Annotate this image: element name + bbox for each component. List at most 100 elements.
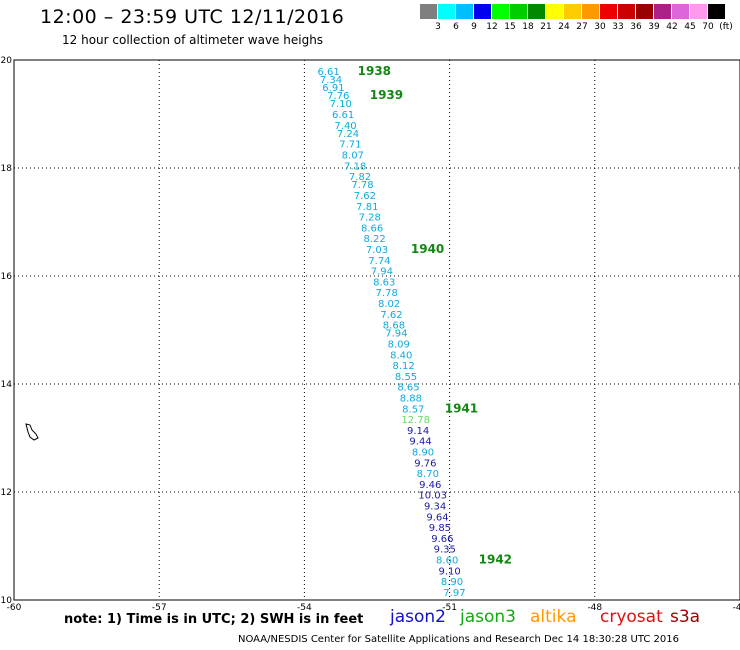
color-swatch-label: 18 xyxy=(522,22,534,32)
wave-height-label: 9.44 xyxy=(409,437,431,448)
wave-height-label: 8.90 xyxy=(412,448,434,459)
color-swatch-label: 21 xyxy=(540,22,552,32)
chart-title: 12:00 – 23:59 UTC 12/11/2016 xyxy=(40,6,345,28)
color-swatch-label: 45 xyxy=(684,22,696,32)
wave-height-label: 8.63 xyxy=(373,277,395,288)
credit-line: NOAA/NESDIS Center for Satellite Applica… xyxy=(238,634,680,645)
wave-height-label: 6.61 xyxy=(317,67,339,78)
wave-height-label: 6.61 xyxy=(332,110,354,121)
lat-tick-label: 20 xyxy=(1,56,13,66)
wave-height-label: 8.09 xyxy=(388,340,410,351)
satellite-jason3: jason3 xyxy=(460,607,516,627)
wave-height-label: 8.68 xyxy=(383,321,405,332)
color-swatch xyxy=(636,4,654,19)
cycle-labels: 1938 1939 1940 1941 1942 xyxy=(358,64,512,567)
wave-height-label: 8.60 xyxy=(436,556,458,567)
wave-height-label: 7.62 xyxy=(354,191,376,202)
wave-height-label: 6.91 xyxy=(322,83,344,94)
wave-height-label: 7.81 xyxy=(356,202,378,213)
cycle-label: 1938 xyxy=(358,64,391,78)
lat-tick-label: 10 xyxy=(1,596,13,606)
footnote: note: 1) Time is in UTC; 2) SWH is in fe… xyxy=(64,612,364,627)
wave-height-label: 7.28 xyxy=(359,213,381,224)
wave-height-label: 9.35 xyxy=(434,545,456,556)
map-frame xyxy=(13,59,740,601)
cycle-label: 1942 xyxy=(479,553,512,567)
wave-height-label: 10.03 xyxy=(418,491,447,502)
wave-height-label: 9.46 xyxy=(419,480,441,491)
color-swatch-label: 3 xyxy=(435,22,441,32)
wave-height-label: 9.76 xyxy=(414,458,436,469)
lon-tick-label: -45 xyxy=(733,603,740,613)
map-grid xyxy=(14,60,740,600)
color-swatch-label: 12 xyxy=(486,22,498,32)
color-swatch xyxy=(690,4,708,19)
wave-height-label: 7.71 xyxy=(339,140,361,151)
color-swatch xyxy=(438,4,456,19)
color-swatch xyxy=(564,4,582,19)
wave-height-label: 8.40 xyxy=(390,350,412,361)
lon-tick-label: -51 xyxy=(442,603,457,613)
lat-tick-label: 12 xyxy=(1,488,12,498)
wave-height-label: 8.55 xyxy=(395,372,417,383)
wave-height-label: 8.07 xyxy=(342,151,364,162)
lon-tick-label: -54 xyxy=(297,603,312,613)
island-outline xyxy=(25,423,39,441)
cycle-label: 1941 xyxy=(445,401,478,415)
wave-height-label: 7.10 xyxy=(330,99,352,110)
cycle-label: 1940 xyxy=(411,242,444,256)
color-swatch-label: 6 xyxy=(453,22,459,32)
wave-height-label: 8.66 xyxy=(361,223,383,234)
lat-tick-label: 16 xyxy=(1,272,13,282)
color-swatch xyxy=(582,4,600,19)
wave-height-label: 7.18 xyxy=(344,161,366,172)
wave-height-label: 8.12 xyxy=(392,361,414,372)
wave-height-label: 7.97 xyxy=(443,588,465,599)
wave-height-label: 8.88 xyxy=(400,394,422,405)
color-swatch xyxy=(600,4,618,19)
satellite-cryosat: cryosat xyxy=(600,607,663,627)
wave-height-label: 8.22 xyxy=(363,234,385,245)
wave-height-label: 7.76 xyxy=(327,91,349,102)
wave-height-label: 7.78 xyxy=(376,288,398,299)
wave-height-label: 8.57 xyxy=(402,404,424,415)
wave-height-label: 7.03 xyxy=(366,245,388,256)
color-swatch xyxy=(510,4,528,19)
wave-height-label: 7.94 xyxy=(371,267,393,278)
wave-height-label: 8.02 xyxy=(378,299,400,310)
wave-height-label: 7.82 xyxy=(349,172,371,183)
color-swatch xyxy=(546,4,564,19)
wave-height-label: 9.85 xyxy=(429,523,451,534)
wave-height-label: 7.74 xyxy=(368,256,390,267)
color-swatch-label: 9 xyxy=(471,22,477,32)
wave-height-label: 9.64 xyxy=(426,512,448,523)
color-swatch-label: 70 xyxy=(702,22,714,32)
satellite-altika: altika xyxy=(530,607,577,627)
color-swatch xyxy=(420,4,438,19)
wave-height-values: 6.617.346.917.767.106.617.407.247.718.07… xyxy=(317,67,465,599)
color-swatch xyxy=(474,4,492,19)
wave-height-label: 7.62 xyxy=(380,310,402,321)
color-swatch xyxy=(618,4,636,19)
color-swatch-label: 27 xyxy=(576,22,588,32)
wave-height-label: 7.40 xyxy=(334,121,356,132)
wave-height-label: 8.70 xyxy=(417,469,439,480)
wave-height-label: 9.66 xyxy=(431,534,453,545)
wave-height-label: 8.90 xyxy=(441,577,463,588)
color-swatch-label: (ft) xyxy=(719,22,733,32)
color-swatch-label: 39 xyxy=(648,22,660,32)
color-swatch xyxy=(528,4,546,19)
color-swatch-label: 15 xyxy=(504,22,516,32)
axis-tick-labels: 10 12 14 16 18 20 -60 -57 -54 -51 -48 -45 xyxy=(1,56,740,613)
wave-height-label: 8.65 xyxy=(397,383,419,394)
wave-height-label: 9.14 xyxy=(407,426,429,437)
color-swatch xyxy=(456,4,474,19)
chart-subtitle: 12 hour collection of altimeter wave hei… xyxy=(62,33,324,47)
satellite-jason2: jason2 xyxy=(390,607,446,627)
color-swatch-label: 33 xyxy=(612,22,624,32)
lon-tick-label: -57 xyxy=(152,603,167,613)
cycle-label: 1939 xyxy=(370,88,403,102)
color-swatch-label: 24 xyxy=(558,22,570,32)
wave-height-label: 7.24 xyxy=(337,129,359,140)
